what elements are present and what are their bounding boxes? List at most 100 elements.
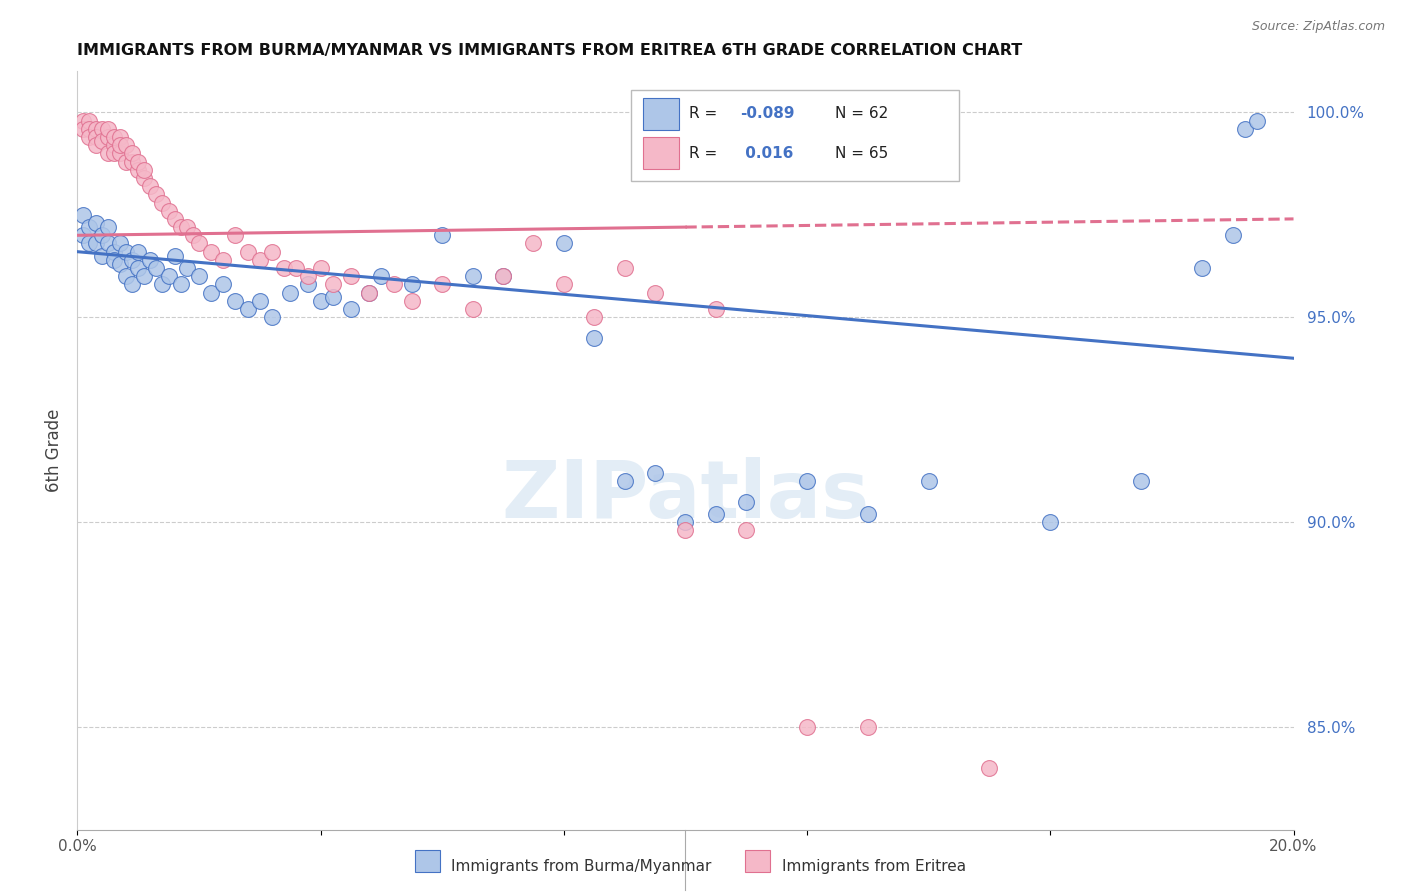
Point [553, 277, 575, 292]
Point [127, 244, 149, 259]
Point [84, 216, 107, 230]
Point [359, 285, 381, 300]
Point [613, 261, 636, 276]
Point [84, 138, 107, 153]
Point [152, 195, 174, 210]
Point [121, 154, 143, 169]
Point [121, 252, 143, 267]
Point [675, 515, 697, 529]
Point [90, 228, 112, 243]
Point [918, 474, 941, 488]
Point [72, 228, 94, 243]
Point [856, 507, 879, 521]
Point [121, 146, 143, 161]
Point [735, 524, 758, 538]
Point [704, 301, 727, 316]
Point [796, 474, 818, 488]
Point [127, 162, 149, 177]
Point [84, 121, 107, 136]
Point [249, 252, 271, 267]
Point [224, 293, 246, 308]
Point [297, 277, 319, 292]
Point [97, 121, 120, 136]
Point [260, 310, 283, 325]
Point [322, 290, 344, 304]
Point [170, 277, 193, 292]
Point [103, 244, 125, 259]
Point [382, 277, 405, 292]
Point [285, 261, 308, 276]
Point [108, 138, 131, 153]
Point [157, 269, 180, 284]
Point [134, 269, 156, 284]
Point [236, 301, 259, 316]
Point [522, 236, 544, 251]
Point [613, 474, 636, 488]
Point [176, 220, 198, 235]
Point [856, 720, 879, 734]
Point [72, 208, 94, 222]
Point [401, 277, 423, 292]
Point [127, 154, 149, 169]
Point [97, 146, 120, 161]
Point [79, 121, 101, 136]
Point [127, 261, 149, 276]
Point [359, 285, 381, 300]
Point [108, 257, 131, 271]
Point [200, 244, 222, 259]
Point [84, 130, 107, 145]
Point [90, 121, 112, 136]
Point [90, 134, 112, 148]
Point [79, 130, 101, 145]
Point [370, 269, 392, 284]
Point [249, 293, 271, 308]
Point [309, 293, 332, 308]
Point [979, 761, 1001, 775]
Point [644, 466, 666, 480]
Point [170, 220, 193, 235]
Point [188, 269, 211, 284]
Point [1191, 261, 1213, 276]
Point [115, 244, 138, 259]
Text: IMMIGRANTS FROM BURMA/MYANMAR VS IMMIGRANTS FROM ERITREA 6TH GRADE CORRELATION C: IMMIGRANTS FROM BURMA/MYANMAR VS IMMIGRA… [77, 43, 1022, 58]
Point [72, 121, 94, 136]
Point [340, 301, 363, 316]
Point [1246, 113, 1268, 128]
Text: Immigrants from Burma/Myanmar: Immigrants from Burma/Myanmar [451, 859, 711, 873]
Point [181, 228, 204, 243]
Point [79, 113, 101, 128]
Point [583, 310, 606, 325]
Point [72, 113, 94, 128]
Point [260, 244, 283, 259]
Text: ZIPatlas: ZIPatlas [502, 457, 869, 535]
Point [212, 277, 235, 292]
Point [644, 285, 666, 300]
Point [212, 252, 235, 267]
Point [139, 252, 162, 267]
Text: 0.016: 0.016 [740, 145, 793, 161]
Point [492, 269, 515, 284]
Point [145, 261, 167, 276]
Point [84, 236, 107, 251]
FancyBboxPatch shape [643, 137, 679, 169]
Text: R =: R = [689, 145, 723, 161]
Point [492, 269, 515, 284]
Point [97, 130, 120, 145]
Point [145, 187, 167, 202]
FancyBboxPatch shape [631, 90, 959, 181]
Point [1039, 515, 1062, 529]
Point [735, 494, 758, 508]
Text: Source: ZipAtlas.com: Source: ZipAtlas.com [1251, 20, 1385, 33]
Point [103, 146, 125, 161]
Text: N = 62: N = 62 [835, 106, 889, 121]
Point [97, 236, 120, 251]
Point [322, 277, 344, 292]
Point [430, 228, 453, 243]
Point [461, 301, 484, 316]
Point [134, 170, 156, 185]
Point [461, 269, 484, 284]
Point [97, 220, 120, 235]
Y-axis label: 6th Grade: 6th Grade [45, 409, 63, 492]
Text: R =: R = [689, 106, 723, 121]
Text: Immigrants from Eritrea: Immigrants from Eritrea [782, 859, 966, 873]
